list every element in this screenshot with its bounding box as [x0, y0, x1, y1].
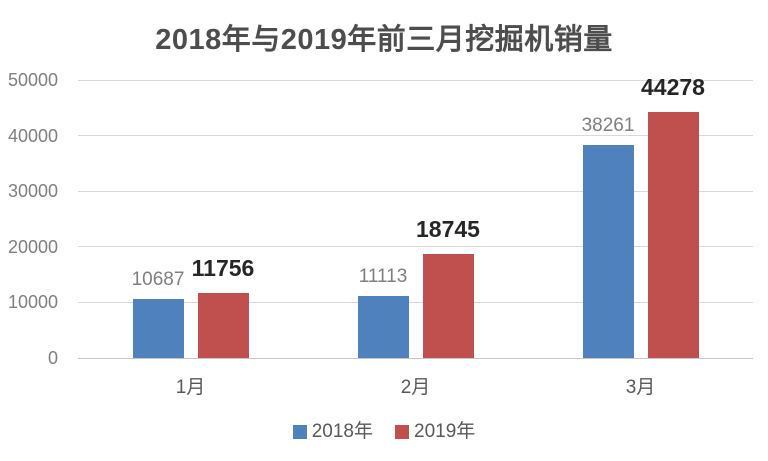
bar-group-2月: 11113 18745 [303, 80, 528, 358]
gridline [78, 301, 753, 303]
bar-wrap: 44278 [641, 74, 705, 358]
gridline [78, 246, 753, 248]
data-label-2019年-3月: 44278 [641, 74, 705, 100]
x-tick-label-3月: 3月 [625, 377, 656, 398]
legend-item-2018年: 2018年 [292, 421, 373, 442]
bar-2018年-2月 [357, 296, 409, 358]
chart-title: 2018年与2019年前三月挖掘机销量 [155, 24, 613, 56]
data-label-2019年-1月: 11756 [191, 255, 255, 281]
x-tick-label-2月: 2月 [400, 377, 431, 398]
legend-swatch-icon [292, 425, 307, 439]
legend-label: 2018年 [311, 421, 373, 442]
data-label-2018年-2月: 11113 [358, 266, 408, 287]
data-label-2018年-3月: 38261 [581, 115, 635, 136]
bar-wrap: 11756 [192, 255, 254, 358]
bar-group-1月: 10687 11756 [78, 80, 303, 358]
bar-2019年-3月 [647, 112, 699, 358]
y-tick-label: 40000 [7, 125, 58, 146]
bar-2019年-2月 [422, 254, 474, 358]
legend: 2018年 2019年 [0, 421, 768, 442]
legend-swatch-icon [395, 425, 409, 439]
plot-area: 10687 11756 11113 18745 38261 44278 [78, 74, 753, 359]
legend-label: 2019年 [414, 421, 476, 442]
y-tick-label: 30000 [7, 181, 58, 202]
y-tick-label: 50000 [7, 70, 58, 90]
y-tick-label: 20000 [7, 236, 58, 257]
gridline [78, 135, 753, 137]
bar-wrap: 10687 [132, 269, 184, 358]
bar-2018年-3月 [582, 145, 634, 358]
y-tick-label: 10000 [7, 292, 58, 313]
bar-wrap: 38261 [582, 115, 634, 358]
x-axis-line [78, 357, 753, 359]
bar-group-3月: 38261 44278 [528, 74, 753, 358]
bar-2018年-1月 [132, 299, 184, 358]
bar-wrap: 11113 [357, 266, 409, 358]
legend-item-2019年: 2019年 [395, 421, 476, 442]
y-axis-labels: 50000 40000 30000 20000 10000 0 [0, 0, 58, 461]
bar-wrap: 18745 [416, 216, 480, 358]
y-tick-label: 0 [47, 348, 58, 368]
x-tick-label-1月: 1月 [175, 377, 206, 398]
data-label-2018年-1月: 10687 [131, 269, 185, 290]
gridline [78, 190, 753, 192]
x-axis-labels: 1月 2月 3月 [78, 372, 753, 398]
data-label-2019年-2月: 18745 [416, 216, 480, 242]
bar-2019年-1月 [197, 293, 249, 358]
gridline [78, 79, 753, 81]
